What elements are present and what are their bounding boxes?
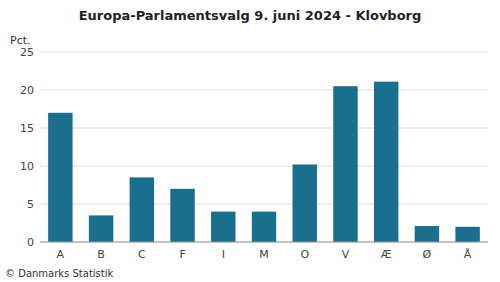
grid-line	[40, 90, 488, 91]
chart-container: Europa-Parlamentsvalg 9. juni 2024 - Klo…	[0, 0, 500, 282]
y-tick-label: 20	[20, 84, 34, 97]
bar	[252, 212, 276, 242]
bar	[130, 177, 154, 242]
bar	[170, 189, 194, 242]
x-tick-label: Ø	[423, 248, 432, 261]
bar	[374, 82, 398, 242]
bar	[455, 227, 479, 242]
grid-line	[40, 166, 488, 167]
chart: Europa-Parlamentsvalg 9. juni 2024 - Klo…	[0, 0, 500, 282]
y-tick-label: 10	[20, 160, 34, 173]
x-tick-label: O	[300, 248, 309, 261]
grid-line	[40, 128, 488, 129]
bar	[89, 215, 113, 242]
y-tick-label: 0	[27, 236, 34, 249]
bar	[48, 113, 72, 242]
x-tick-label: Æ	[381, 248, 392, 261]
title: Europa-Parlamentsvalg 9. juni 2024 - Klo…	[79, 8, 422, 23]
grid-line	[40, 204, 488, 205]
grid-line	[40, 242, 488, 243]
x-tick-label: A	[57, 248, 65, 261]
bar	[415, 226, 439, 242]
footer: © Danmarks Statistik	[5, 268, 114, 279]
x-tick-label: Å	[464, 248, 472, 261]
y-tick-label: 15	[20, 122, 34, 135]
x-tick-label: V	[342, 248, 350, 261]
x-tick-label: M	[259, 248, 269, 261]
x-tick-label: F	[179, 248, 185, 261]
y-tick-label: 25	[20, 46, 34, 59]
bar	[293, 164, 317, 242]
x-axis-line	[40, 242, 488, 243]
x-tick-label: B	[97, 248, 105, 261]
grid	[40, 52, 488, 242]
y-axis-label: Pct.	[10, 34, 31, 47]
x-tick-label: C	[138, 248, 146, 261]
bar	[333, 86, 357, 242]
y-tick-label: 5	[27, 198, 34, 211]
bars	[48, 82, 480, 242]
bar	[211, 212, 235, 242]
grid-line	[40, 52, 488, 53]
x-tick-label: I	[222, 248, 225, 261]
